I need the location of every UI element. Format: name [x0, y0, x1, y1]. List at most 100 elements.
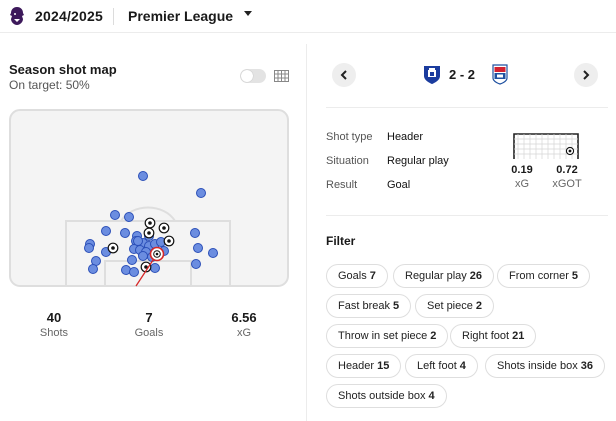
- chip-label: Goals: [338, 270, 367, 282]
- shot-dot[interactable]: [138, 171, 148, 181]
- chip-count: 15: [377, 360, 390, 372]
- shot-dot[interactable]: [84, 243, 94, 253]
- xgot-label: xGOT: [552, 178, 582, 190]
- shot-dot[interactable]: [196, 188, 206, 198]
- chip-label: Set piece: [427, 300, 473, 312]
- goal-ball-icon[interactable]: [144, 217, 156, 229]
- xgot-value: 0.72: [556, 164, 578, 176]
- match-score: 2 - 2: [449, 67, 476, 82]
- shot-dot[interactable]: [120, 228, 130, 238]
- caret-down-icon[interactable]: [244, 11, 252, 16]
- filter-chip-left-foot[interactable]: Left foot 4: [405, 354, 478, 378]
- chevron-left-icon: [340, 70, 347, 80]
- detail-value: Regular play: [387, 155, 449, 167]
- shot-dot[interactable]: [191, 259, 201, 269]
- filter-chip-from-corner[interactable]: From corner 5: [497, 264, 591, 288]
- filter-chip-header[interactable]: Header 15: [326, 354, 402, 378]
- shot-dot[interactable]: [190, 228, 200, 238]
- shot-dot[interactable]: [127, 255, 137, 265]
- chip-count: 4: [459, 360, 466, 372]
- chip-label: Shots outside box: [338, 390, 426, 402]
- chip-count: 21: [512, 330, 525, 342]
- shot-dot[interactable]: [138, 251, 148, 261]
- chip-label: Throw in set piece: [338, 330, 428, 342]
- detail-value: Goal: [387, 179, 411, 191]
- stat-value: 6.56: [231, 310, 257, 325]
- filter-chip-shots-inside-box[interactable]: Shots inside box 36: [485, 354, 605, 378]
- goal-ball-icon[interactable]: [158, 222, 170, 234]
- xg-value: 0.19: [511, 164, 533, 176]
- chip-label: From corner: [509, 270, 569, 282]
- goal-ball-icon[interactable]: [163, 235, 175, 247]
- shot-dot[interactable]: [208, 248, 218, 258]
- chip-count: 26: [469, 270, 483, 282]
- chip-label: Header: [338, 360, 375, 372]
- shot-dot[interactable]: [193, 243, 203, 253]
- shot-dot[interactable]: [124, 212, 134, 222]
- goal-frame-icon: [513, 133, 579, 159]
- detail-key: Result: [326, 179, 358, 191]
- divider: [326, 107, 608, 108]
- everton-crest-icon: [424, 66, 440, 84]
- shot-map-pitch: [9, 109, 289, 287]
- next-match-button[interactable]: [574, 63, 598, 87]
- chip-count: 5: [392, 300, 400, 312]
- shot-dot[interactable]: [150, 263, 160, 273]
- chip-count: 36: [580, 360, 593, 372]
- stat-label: Shots: [39, 327, 69, 339]
- chip-label: Regular play: [405, 270, 467, 282]
- chip-count: 7: [369, 270, 376, 282]
- shot-dot[interactable]: [133, 236, 143, 246]
- shot-dots: [84, 171, 218, 277]
- filter-chip-fast-break[interactable]: Fast break 5: [326, 294, 412, 318]
- premier-league-lion-icon: [10, 7, 24, 25]
- filter-chip-goals[interactable]: Goals 7: [326, 264, 388, 288]
- prev-match-button[interactable]: [332, 63, 356, 87]
- detail-key: Situation: [326, 155, 369, 167]
- chip-count: 2: [430, 330, 437, 342]
- on-target-text: On target: 50%: [9, 78, 90, 92]
- xg-label: xG: [514, 178, 530, 190]
- selected-shot-marker[interactable]: [149, 246, 165, 262]
- chip-label: Fast break: [338, 300, 390, 312]
- chip-count: 4: [428, 390, 435, 402]
- stat-value: 7: [145, 310, 153, 325]
- view-toggle[interactable]: [240, 69, 266, 83]
- filter-chip-right-foot[interactable]: Right foot 21: [450, 324, 537, 348]
- detail-value: Header: [387, 131, 424, 143]
- divider: [326, 215, 608, 216]
- top-bar: 2024/2025 Premier League: [0, 0, 616, 33]
- stat-value: 40: [46, 310, 62, 325]
- stat-shots: 40 Shots: [19, 310, 89, 339]
- chip-label: Left foot: [417, 360, 457, 372]
- grid-view-icon[interactable]: [274, 70, 289, 82]
- chip-label: Shots inside box: [497, 360, 578, 372]
- chevron-right-icon: [583, 70, 590, 80]
- shot-dot[interactable]: [129, 267, 139, 277]
- detail-key: Shot type: [326, 131, 373, 143]
- filter-chip-throw-in-set-piece[interactable]: Throw in set piece 2: [326, 324, 449, 348]
- goal-ball-icon[interactable]: [107, 242, 119, 254]
- shot-dot[interactable]: [88, 264, 98, 274]
- shot-map-panel: Season shot map On target: 50%: [0, 44, 306, 421]
- season-selector[interactable]: 2024/2025: [35, 8, 103, 24]
- panel-title: Season shot map: [9, 62, 117, 77]
- filter-chip-shots-outside-box[interactable]: Shots outside box 4: [326, 384, 447, 408]
- panel-divider: [306, 44, 307, 421]
- filter-chip-regular-play[interactable]: Regular play 26: [393, 264, 495, 288]
- chip-count: 5: [571, 270, 579, 282]
- toggle-knob: [241, 70, 253, 82]
- stat-label: xG: [236, 327, 252, 339]
- chip-count: 2: [475, 300, 482, 312]
- shot-dot[interactable]: [101, 226, 111, 236]
- xgot-value-block: 0.72 xGOT: [547, 164, 587, 190]
- chip-label: Right foot: [462, 330, 510, 342]
- goal-ball-icon[interactable]: [143, 227, 155, 239]
- league-selector[interactable]: Premier League: [128, 8, 234, 24]
- stat-goals: 7 Goals: [114, 310, 184, 339]
- shot-dot[interactable]: [110, 210, 120, 220]
- filter-chip-set-piece[interactable]: Set piece 2: [415, 294, 494, 318]
- xg-value-block: 0.19 xG: [502, 164, 542, 190]
- stat-label: Goals: [134, 327, 164, 339]
- filter-title: Filter: [326, 234, 356, 248]
